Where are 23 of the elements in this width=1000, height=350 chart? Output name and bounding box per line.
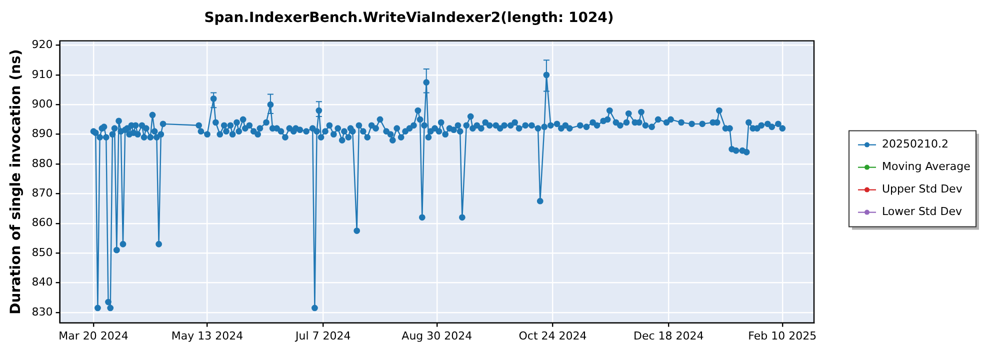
legend-label: Moving Average xyxy=(882,160,971,174)
y-tick-label: 910 xyxy=(32,68,53,81)
y-tick-label: 900 xyxy=(32,97,53,110)
legend-label: Lower Std Dev xyxy=(882,205,962,218)
legend-label: Upper Std Dev xyxy=(882,182,963,196)
x-tick-label: Mar 20 2024 xyxy=(58,329,128,342)
y-tick-label: 920 xyxy=(32,38,53,52)
y-tick-label: 830 xyxy=(32,305,53,318)
y-tick-label: 880 xyxy=(32,156,53,170)
x-tick-label: Dec 18 2024 xyxy=(633,329,704,342)
y-tick-label: 840 xyxy=(32,276,53,289)
x-tick-label: Jul 7 2024 xyxy=(294,329,351,342)
x-tick-label: Feb 10 2025 xyxy=(748,329,817,342)
x-tick-label: May 13 2024 xyxy=(171,329,244,342)
x-tick-label: Oct 24 2024 xyxy=(518,329,587,342)
y-tick-label: 870 xyxy=(32,186,53,200)
y-tick-label: 850 xyxy=(32,246,53,259)
chart-title: Span.IndexerBench.WriteViaIndexer2(length: 1024) xyxy=(204,10,614,26)
x-tick-label: Aug 30 2024 xyxy=(402,329,472,342)
legend-label: 20250210.2 xyxy=(882,138,948,151)
y-tick-label: 860 xyxy=(32,216,53,230)
y-axis-title: Duration of single invocation (ns) xyxy=(8,49,24,314)
y-tick-label: 890 xyxy=(32,127,53,140)
